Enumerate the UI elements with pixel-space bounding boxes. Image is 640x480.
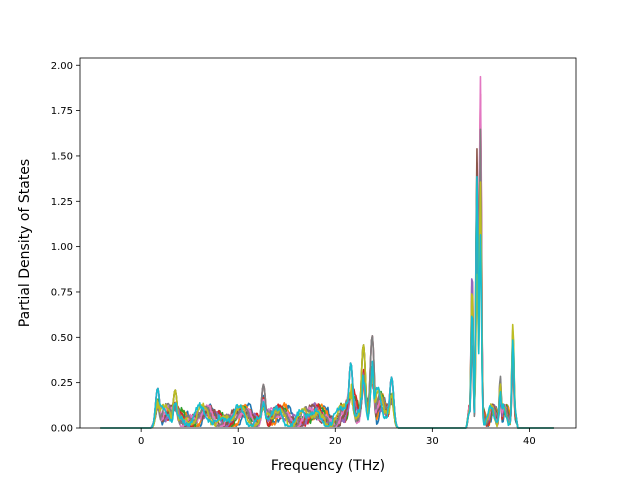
pdos-series-line <box>100 93 554 429</box>
y-tick-label: 1.00 <box>51 242 73 253</box>
x-axis-label: Frequency (THz) <box>271 458 385 474</box>
x-tick-label: 20 <box>329 436 342 447</box>
y-tick-label: 1.25 <box>51 197 73 208</box>
y-axis-ticks: 0.00 0.25 0.50 0.75 1.00 1.25 1.50 1.75 2.00 <box>51 61 80 435</box>
pdos-series-line <box>100 147 554 429</box>
pdos-series-line <box>100 75 554 429</box>
plot-frame <box>79 57 577 429</box>
x-tick-label: 10 <box>232 436 245 447</box>
y-axis-label: Partial Density of States <box>17 159 33 327</box>
y-tick-label: 0.25 <box>51 378 73 389</box>
y-tick-label: 2.00 <box>51 61 73 72</box>
series-layer <box>100 75 554 429</box>
pdos-series-line <box>100 128 554 429</box>
pdos-series-line <box>100 163 554 429</box>
pdos-series-line <box>100 181 554 429</box>
pdos-series-line <box>100 161 554 429</box>
y-tick-label: 0.00 <box>51 424 73 435</box>
y-tick-label: 1.75 <box>51 106 73 117</box>
y-tick-label: 0.75 <box>51 287 73 298</box>
pdos-series-line <box>100 146 554 429</box>
x-tick-label: 30 <box>426 436 439 447</box>
x-axis-ticks: 0 10 20 30 40 <box>138 428 536 447</box>
pdos-series-line <box>100 175 554 429</box>
x-tick-label: 40 <box>523 436 536 447</box>
y-tick-label: 0.50 <box>51 333 73 344</box>
y-tick-label: 1.50 <box>51 151 73 162</box>
x-tick-label: 0 <box>138 436 144 447</box>
pdos-series-line <box>100 110 554 429</box>
